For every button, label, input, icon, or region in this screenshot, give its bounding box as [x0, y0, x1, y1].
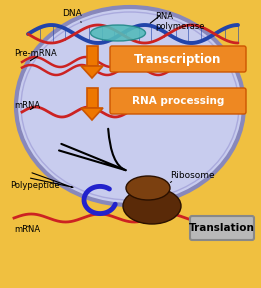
FancyBboxPatch shape	[110, 46, 246, 72]
Bar	[86, 88, 98, 108]
Ellipse shape	[91, 25, 145, 41]
Text: mRNA: mRNA	[14, 101, 40, 109]
Polygon shape	[81, 66, 103, 78]
Text: Polypeptide: Polypeptide	[10, 181, 60, 190]
FancyBboxPatch shape	[190, 216, 254, 240]
Bar	[86, 46, 98, 66]
Ellipse shape	[16, 7, 244, 205]
FancyBboxPatch shape	[110, 88, 246, 114]
Text: Translation: Translation	[189, 223, 255, 233]
Text: mRNA: mRNA	[14, 226, 40, 234]
Ellipse shape	[123, 188, 181, 224]
Text: RNA
polymerase: RNA polymerase	[155, 12, 205, 31]
Text: Pre-mRNA: Pre-mRNA	[14, 50, 57, 58]
Ellipse shape	[126, 176, 170, 200]
Text: DNA: DNA	[62, 9, 82, 18]
Text: RNA processing: RNA processing	[132, 96, 224, 106]
Text: Transcription: Transcription	[134, 52, 222, 65]
Text: Ribosome: Ribosome	[170, 171, 215, 180]
Polygon shape	[81, 108, 103, 120]
